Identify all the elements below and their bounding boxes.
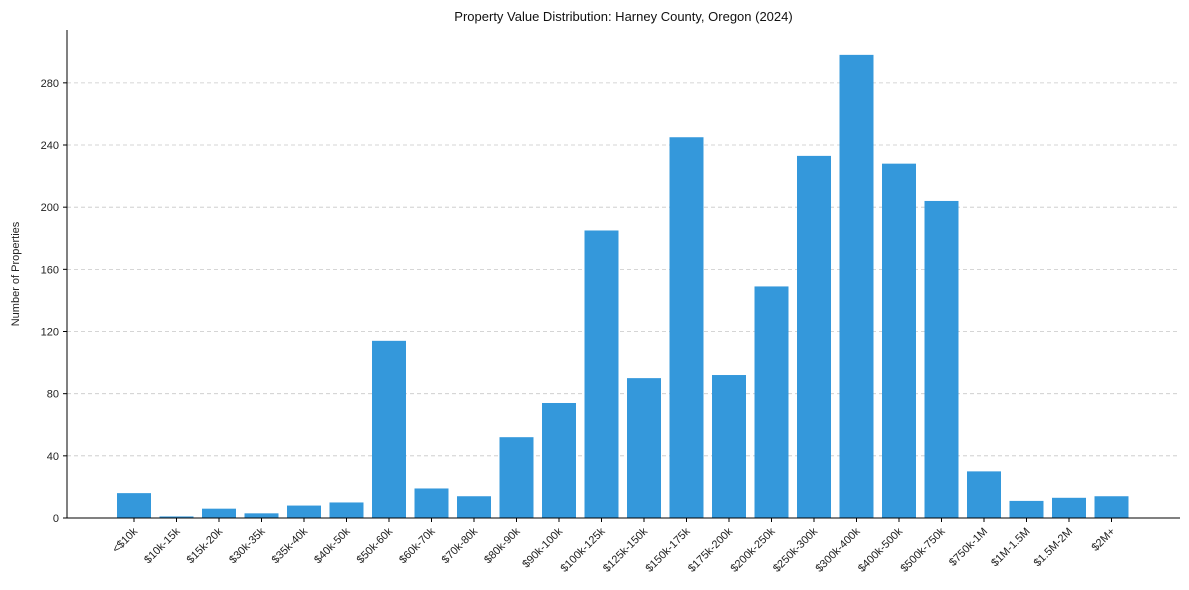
y-tick-label: 80 [47, 389, 59, 401]
bar-16 [797, 155, 831, 518]
bar-5 [329, 502, 364, 518]
axes [66, 30, 1180, 519]
x-tick-label: <$10k [110, 525, 140, 555]
bar-12 [627, 378, 661, 518]
x-tick-label: $150k-175k [643, 525, 692, 574]
y-axis-label: Number of Properties [10, 221, 22, 326]
bar-6 [372, 340, 406, 518]
bar-0 [117, 493, 151, 518]
bar-9 [499, 437, 534, 518]
bar-19 [924, 200, 959, 518]
x-tick-label: $400k-500k [856, 525, 905, 574]
bar-15 [754, 286, 789, 518]
bar-2 [202, 508, 236, 518]
x-tick-label: $40k-50k [312, 525, 353, 566]
x-tick-label: $60k-70k [397, 525, 438, 566]
y-ticks: 0 40 80 120 160 200 240 280 [41, 78, 67, 525]
x-tick-label: $50k-60k [355, 525, 396, 566]
x-tick-label: $500k-750k [898, 525, 947, 574]
bar-3 [244, 513, 279, 518]
bar-14 [712, 375, 746, 518]
bar-4 [287, 505, 321, 518]
x-tick-label: $175k-200k [686, 525, 735, 574]
bar-22 [1052, 497, 1086, 518]
x-tick-label: $750k-1M [947, 526, 990, 569]
y-tick-label: 240 [41, 140, 59, 152]
bar-7 [414, 488, 449, 518]
x-tick-label: $10k-15k [142, 525, 183, 566]
x-tick-label: $125k-150k [601, 525, 650, 574]
y-tick-label: 280 [41, 78, 59, 90]
bar-23 [1094, 496, 1129, 518]
x-tick-label: $1.5M-2M [1032, 526, 1076, 570]
x-tick-label: $80k-90k [482, 525, 523, 566]
bars [117, 54, 1129, 519]
x-tick-label: $1M-1.5M [989, 526, 1033, 570]
x-tick-label: $200k-250k [728, 525, 777, 574]
x-tick-label: $250k-300k [771, 525, 820, 574]
x-tick-label: $70k-80k [440, 525, 481, 566]
y-tick-label: 0 [53, 513, 59, 525]
bar-1 [159, 516, 194, 518]
x-tick-label: $15k-20k [185, 525, 226, 566]
chart-title: Property Value Distribution: Harney Coun… [454, 9, 792, 24]
x-tick-label: $35k-40k [270, 525, 311, 566]
y-tick-label: 200 [41, 202, 59, 214]
bar-20 [967, 471, 1001, 518]
x-ticks: <$10k $10k-15k $15k-20k $30k-35k $35k-40k $40… [110, 518, 1118, 575]
bar-8 [457, 496, 491, 518]
x-tick-label: $300k-400k [813, 525, 862, 574]
gridlines [67, 82, 1180, 457]
bar-13 [669, 137, 704, 519]
x-tick-label: $100k-125k [558, 525, 607, 574]
y-tick-label: 160 [41, 264, 59, 276]
x-tick-label: $30k-35k [227, 525, 268, 566]
y-tick-label: 120 [41, 327, 59, 339]
bar-21 [1009, 500, 1044, 518]
x-tick-label: $90k-100k [520, 525, 565, 570]
bar-17 [839, 54, 874, 518]
bar-11 [584, 230, 619, 518]
x-tick-label: $2M+ [1089, 526, 1117, 554]
bar-10 [542, 402, 576, 518]
bar-18 [882, 163, 916, 518]
y-tick-label: 40 [47, 451, 59, 463]
